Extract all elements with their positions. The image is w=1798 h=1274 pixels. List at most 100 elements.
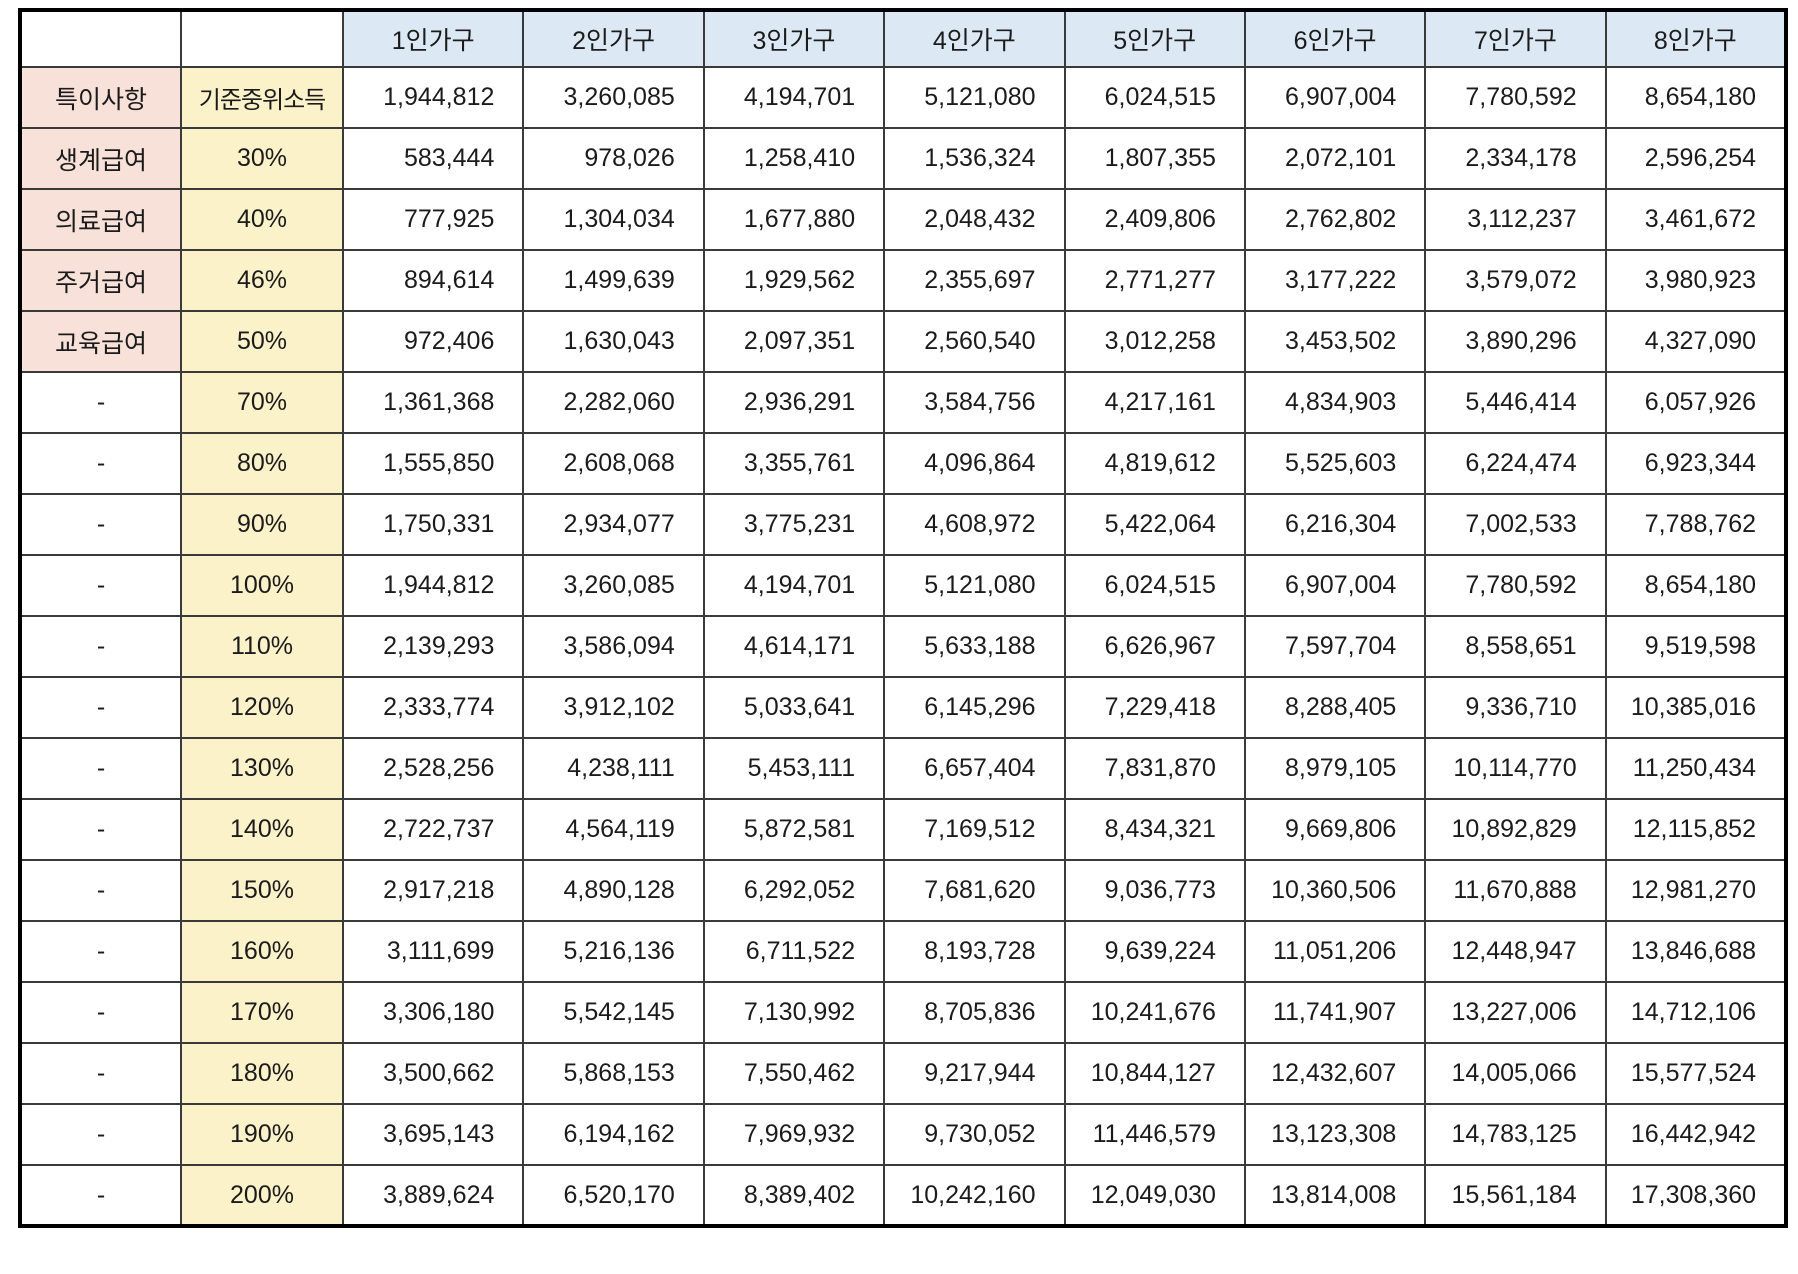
value-cell: 10,892,829 xyxy=(1424,798,1607,861)
value-cell: 5,633,188 xyxy=(883,615,1066,678)
table-row: 주거급여 46% 894,614 1,499,639 1,929,562 2,355,69… xyxy=(19,249,1788,312)
value-cell: 7,969,932 xyxy=(702,1103,886,1166)
value-cell: 8,558,651 xyxy=(1424,615,1607,678)
value-cell: 3,890,296 xyxy=(1424,310,1607,373)
table-row: -150% 2,917,218 4,890,128 6,292,052 7,681,62… xyxy=(19,859,1788,922)
value-cell: 2,917,218 xyxy=(341,859,525,922)
value-cell: 15,577,524 xyxy=(1604,1042,1788,1105)
value-cell: 12,432,607 xyxy=(1243,1042,1427,1105)
value-cell: 4,194,701 xyxy=(702,554,886,617)
value-cell: 1,258,410 xyxy=(702,127,886,190)
rate-cell: 50% xyxy=(180,310,344,373)
category-cell: - xyxy=(19,981,182,1044)
rate-cell: 30% xyxy=(180,127,344,190)
value-cell: 6,145,296 xyxy=(883,676,1066,739)
value-cell: 8,193,728 xyxy=(883,920,1066,983)
value-cell: 3,980,923 xyxy=(1604,249,1788,312)
rate-cell: 기준중위소득 xyxy=(180,66,344,129)
value-cell: 11,446,579 xyxy=(1063,1103,1246,1166)
value-cell: 14,712,106 xyxy=(1604,981,1788,1044)
category-cell: - xyxy=(19,1164,182,1227)
value-cell: 4,238,111 xyxy=(522,737,705,800)
value-cell: 7,130,992 xyxy=(702,981,886,1044)
rate-cell: 80% xyxy=(180,432,344,495)
value-cell: 12,448,947 xyxy=(1424,920,1607,983)
value-cell: 4,327,090 xyxy=(1604,310,1788,373)
value-cell: 2,934,077 xyxy=(522,493,705,556)
value-cell: 8,979,105 xyxy=(1243,737,1427,800)
value-cell: 13,814,008 xyxy=(1243,1164,1427,1227)
value-cell: 6,520,170 xyxy=(522,1164,705,1227)
table-row: -110% 2,139,293 3,586,094 4,614,171 5,633,18… xyxy=(19,615,1788,678)
value-cell: 6,711,522 xyxy=(702,920,886,983)
value-cell: 5,868,153 xyxy=(522,1042,705,1105)
category-cell: - xyxy=(19,493,182,556)
value-cell: 4,834,903 xyxy=(1243,371,1427,434)
value-cell: 2,333,774 xyxy=(341,676,525,739)
rate-cell: 120% xyxy=(180,676,344,739)
value-cell: 7,780,592 xyxy=(1424,66,1607,129)
value-cell: 3,695,143 xyxy=(341,1103,525,1166)
value-cell: 3,112,237 xyxy=(1424,188,1607,251)
value-cell: 6,923,344 xyxy=(1604,432,1788,495)
value-cell: 3,584,756 xyxy=(883,371,1066,434)
value-cell: 9,336,710 xyxy=(1424,676,1607,739)
value-cell: 6,292,052 xyxy=(702,859,886,922)
table-row: 의료급여 40% 777,925 1,304,034 1,677,880 2,048,43… xyxy=(19,188,1788,251)
value-cell: 13,227,006 xyxy=(1424,981,1607,1044)
value-cell: 4,819,612 xyxy=(1063,432,1246,495)
rate-cell: 46% xyxy=(180,249,344,312)
table-row: -100% 1,944,812 3,260,085 4,194,701 5,121,08… xyxy=(19,554,1788,617)
value-cell: 1,361,368 xyxy=(341,371,525,434)
value-cell: 2,560,540 xyxy=(883,310,1066,373)
value-cell: 1,944,812 xyxy=(341,554,525,617)
value-cell: 2,097,351 xyxy=(702,310,886,373)
value-cell: 16,442,942 xyxy=(1604,1103,1788,1166)
table-header: 1인가구 2인가구 3인가구 4인가구 5인가구 6인가구 7인가구 8인가구 xyxy=(19,9,1788,68)
value-cell: 1,499,639 xyxy=(522,249,705,312)
value-cell: 1,555,850 xyxy=(341,432,525,495)
value-cell: 4,096,864 xyxy=(883,432,1066,495)
value-cell: 1,536,324 xyxy=(883,127,1066,190)
value-cell: 10,114,770 xyxy=(1424,737,1607,800)
table-row: -200% 3,889,624 6,520,170 8,389,402 10,242,1… xyxy=(19,1164,1788,1227)
value-cell: 2,596,254 xyxy=(1604,127,1788,190)
rate-cell: 180% xyxy=(180,1042,344,1105)
value-cell: 3,177,222 xyxy=(1243,249,1427,312)
header-cell-blank-2 xyxy=(180,9,344,68)
table-row: -140% 2,722,737 4,564,119 5,872,581 7,169,51… xyxy=(19,798,1788,861)
value-cell: 583,444 xyxy=(341,127,525,190)
value-cell: 10,241,676 xyxy=(1063,981,1246,1044)
category-cell: 생계급여 xyxy=(19,127,182,190)
table-row: -180% 3,500,662 5,868,153 7,550,462 9,217,94… xyxy=(19,1042,1788,1105)
value-cell: 5,216,136 xyxy=(522,920,705,983)
income-table-container: 1인가구 2인가구 3인가구 4인가구 5인가구 6인가구 7인가구 8인가구 … xyxy=(18,8,1788,1228)
value-cell: 3,579,072 xyxy=(1424,249,1607,312)
value-cell: 5,453,111 xyxy=(702,737,886,800)
category-cell: - xyxy=(19,432,182,495)
value-cell: 4,194,701 xyxy=(702,66,886,129)
value-cell: 8,654,180 xyxy=(1604,554,1788,617)
value-cell: 2,528,256 xyxy=(341,737,525,800)
value-cell: 2,048,432 xyxy=(883,188,1066,251)
category-cell: 주거급여 xyxy=(19,249,182,312)
table-row: 생계급여 30% 583,444 978,026 1,258,410 1,536,324 1… xyxy=(19,127,1788,190)
category-cell: - xyxy=(19,554,182,617)
rate-cell: 150% xyxy=(180,859,344,922)
header-row: 1인가구 2인가구 3인가구 4인가구 5인가구 6인가구 7인가구 8인가구 xyxy=(19,9,1788,68)
value-cell: 2,282,060 xyxy=(522,371,705,434)
table-row: -170% 3,306,180 5,542,145 7,130,992 8,705,83… xyxy=(19,981,1788,1044)
value-cell: 11,670,888 xyxy=(1424,859,1607,922)
value-cell: 6,907,004 xyxy=(1243,66,1427,129)
value-cell: 2,334,178 xyxy=(1424,127,1607,190)
rate-cell: 40% xyxy=(180,188,344,251)
value-cell: 8,288,405 xyxy=(1243,676,1427,739)
rate-cell: 190% xyxy=(180,1103,344,1166)
value-cell: 13,123,308 xyxy=(1243,1103,1427,1166)
rate-cell: 160% xyxy=(180,920,344,983)
value-cell: 1,677,880 xyxy=(702,188,886,251)
category-cell: - xyxy=(19,371,182,434)
value-cell: 7,169,512 xyxy=(883,798,1066,861)
value-cell: 17,308,360 xyxy=(1604,1164,1788,1227)
value-cell: 10,844,127 xyxy=(1063,1042,1246,1105)
